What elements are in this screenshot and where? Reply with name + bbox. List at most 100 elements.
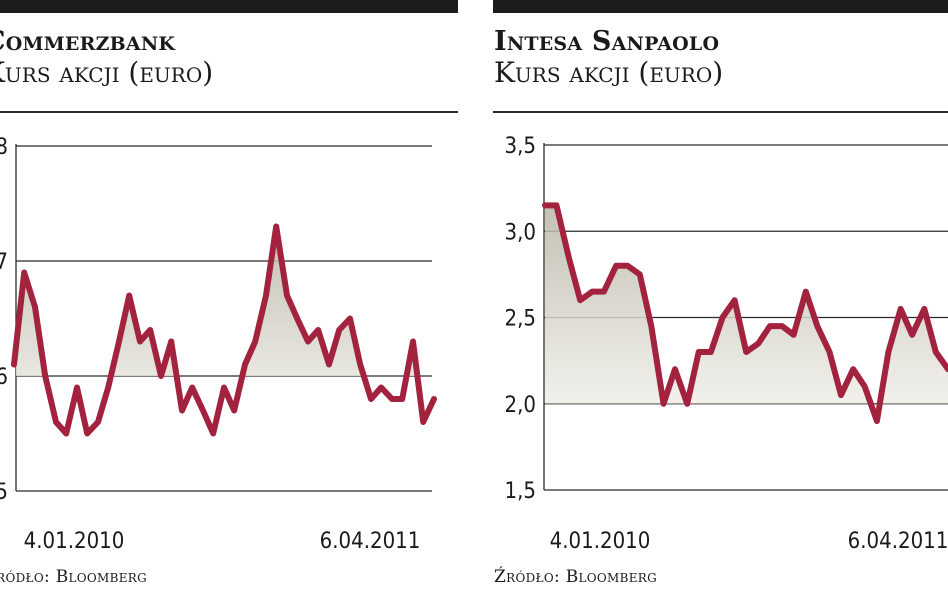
data-point <box>347 315 353 322</box>
data-point <box>221 384 227 391</box>
y-tick-label: 5 <box>0 480 8 505</box>
data-point <box>826 349 833 355</box>
x-tick-label: 6.04.2011 <box>320 529 421 554</box>
data-point <box>648 323 654 329</box>
chart-intesa-sanpaolo: 1,5 2,0 2,5 3,0 3,5 4.01.2010 6.04.2011 <box>505 134 948 554</box>
y-tick-label: 2,5 <box>505 307 536 332</box>
data-point <box>158 373 164 379</box>
data-point <box>32 304 38 310</box>
data-point <box>566 254 572 260</box>
data-point <box>368 396 374 402</box>
data-point <box>410 338 416 345</box>
data-point <box>137 338 143 345</box>
data-point <box>684 401 690 407</box>
chart-panel-intesa-sanpaolo: Intesa Sanpaolo Kurs akcji (euro) 1,5 2,0… <box>493 0 948 593</box>
y-tick-label: 3,0 <box>505 220 536 245</box>
data-point <box>105 384 111 391</box>
y-tick-label: 2,0 <box>505 393 536 418</box>
data-point <box>420 419 426 425</box>
data-point <box>252 338 258 345</box>
data-point <box>660 401 667 407</box>
data-point <box>779 323 785 329</box>
data-point <box>147 327 153 333</box>
data-point <box>294 315 300 322</box>
data-point <box>862 383 868 390</box>
data-point <box>921 306 927 312</box>
data-point <box>874 418 880 424</box>
top-bar <box>493 0 948 13</box>
data-point <box>755 340 761 346</box>
data-point <box>42 373 48 379</box>
series-area <box>545 205 948 404</box>
top-bar <box>0 0 458 13</box>
data-point <box>63 430 69 437</box>
series-line <box>11 223 437 437</box>
x-tick-label: 6.04.2011 <box>848 529 948 554</box>
data-point <box>74 384 80 391</box>
source-label: Źródło: Bloomberg <box>0 567 148 587</box>
data-point <box>542 202 548 208</box>
data-point <box>553 202 560 208</box>
data-point <box>719 314 726 321</box>
chart-commerzbank: 5 6 7 8 4.01.2010 6.04.2011 <box>0 135 437 554</box>
data-point <box>601 289 607 295</box>
y-tick-label: 6 <box>0 365 8 390</box>
data-point <box>357 361 363 368</box>
y-tick-label: 1,5 <box>505 479 536 504</box>
data-point <box>696 349 702 355</box>
chart-title: Intesa Sanpaolo <box>494 26 720 57</box>
data-point <box>53 419 59 425</box>
data-point <box>909 332 915 338</box>
data-point <box>399 396 405 402</box>
data-point <box>200 407 206 414</box>
data-point <box>838 392 844 398</box>
data-point <box>732 297 738 303</box>
data-point <box>945 366 948 372</box>
data-point <box>305 338 311 345</box>
data-point <box>179 407 185 414</box>
chart-subtitle: Kurs akcji (euro) <box>494 56 724 89</box>
data-point <box>210 430 216 437</box>
y-tick-label: 3,5 <box>505 134 536 159</box>
data-point <box>933 349 939 355</box>
data-point <box>11 361 17 368</box>
series-area <box>16 226 434 376</box>
data-point <box>625 263 631 269</box>
data-point <box>589 289 595 295</box>
x-tick-label: 4.01.2010 <box>550 529 651 554</box>
data-point <box>242 361 248 368</box>
data-point <box>21 269 27 276</box>
data-point <box>84 430 90 437</box>
data-point <box>189 384 195 391</box>
data-point <box>326 361 332 368</box>
data-point <box>803 289 809 295</box>
data-point <box>168 338 174 345</box>
y-tick-label: 7 <box>0 250 8 275</box>
data-point <box>743 349 749 355</box>
data-point <box>885 349 891 355</box>
data-point <box>613 263 619 269</box>
data-point <box>431 396 437 402</box>
data-point <box>767 323 773 329</box>
x-tick-label: 4.01.2010 <box>24 529 125 554</box>
data-point <box>284 292 290 299</box>
data-point <box>708 349 714 355</box>
data-point <box>577 297 583 303</box>
data-point <box>231 407 237 414</box>
data-point <box>336 327 342 333</box>
data-point <box>126 292 132 299</box>
header-rule <box>0 111 458 113</box>
data-point <box>791 332 797 338</box>
data-point <box>672 366 678 372</box>
y-tick-label: 8 <box>0 135 8 160</box>
chart-title: Commerzbank <box>0 26 176 57</box>
data-point <box>263 292 269 299</box>
chart-panel-commerzbank: Commerzbank Kurs akcji (euro) 5 6 7 8 4.01.2… <box>0 0 460 593</box>
data-point <box>95 419 101 425</box>
data-point <box>850 366 856 372</box>
data-point <box>378 384 384 391</box>
data-point <box>898 306 904 312</box>
data-point <box>814 323 820 329</box>
data-point <box>637 271 643 277</box>
header-rule <box>493 111 948 113</box>
